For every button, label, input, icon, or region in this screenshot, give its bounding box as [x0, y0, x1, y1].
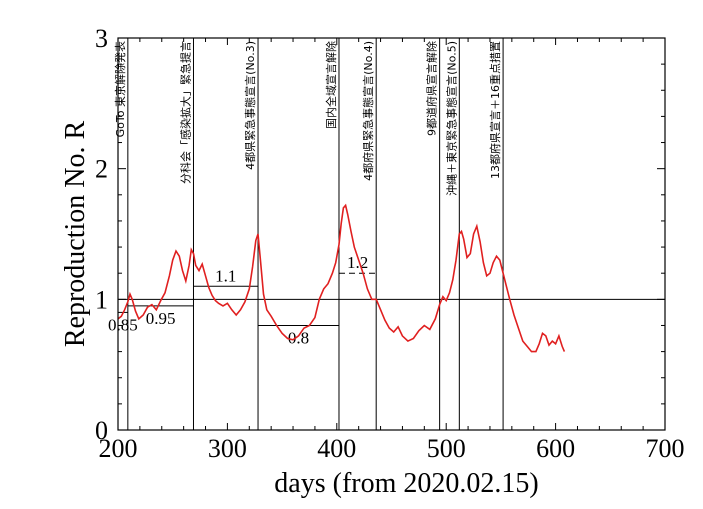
- event-annotation: GoTo 東京解除発表: [113, 41, 127, 137]
- event-annotation: 4都県緊急事態宣言(No.3): [243, 41, 257, 170]
- event-annotation: 分科会「感染拡大」緊急提言: [178, 41, 192, 184]
- level-segments: 0.85 0.95 1.1 0.8 1.2: [108, 253, 377, 347]
- event-annotations: GoTo 東京解除発表 分科会「感染拡大」緊急提言 4都県緊急事態宣言(No.3) 国…: [113, 41, 502, 196]
- event-annotation: 国内全域宣言解除: [324, 41, 338, 129]
- plot-frame: [117, 37, 666, 431]
- x-tick-label: 500: [427, 434, 466, 463]
- x-tick-label: 600: [536, 434, 575, 463]
- y-tick-label: 2: [95, 155, 108, 184]
- tick-labels: 200 300 400 500 600 700 0 1 2 3: [95, 24, 685, 463]
- y-tick-label: 3: [95, 24, 108, 53]
- event-annotation: 9都道府県宣言解除: [425, 41, 439, 136]
- series-line-r: [117, 203, 566, 353]
- level-label: 0.95: [146, 309, 176, 328]
- x-tick-label: 400: [317, 434, 356, 463]
- y-tick-label: 1: [95, 285, 108, 314]
- level-label: 0.8: [288, 328, 309, 347]
- x-axis-title: days (from 2020.02.15): [274, 468, 538, 499]
- event-annotation: 沖縄＋東京緊急事態宣言(No.5): [444, 41, 458, 196]
- level-label: 0.85: [108, 315, 138, 334]
- x-tick-label: 200: [99, 434, 138, 463]
- y-axis-title: Reproduction No. R: [60, 121, 91, 348]
- event-annotation: 13都府県宣言＋16重点措置: [488, 41, 502, 179]
- axis-ticks: [117, 37, 666, 431]
- event-annotation: 4都府県緊急事態宣言(No.4): [361, 41, 375, 181]
- y-tick-label: 0: [95, 416, 108, 445]
- x-tick-label: 300: [208, 434, 247, 463]
- x-tick-label: 700: [646, 434, 685, 463]
- level-label: 1.1: [215, 266, 236, 285]
- level-label: 1.2: [347, 253, 368, 272]
